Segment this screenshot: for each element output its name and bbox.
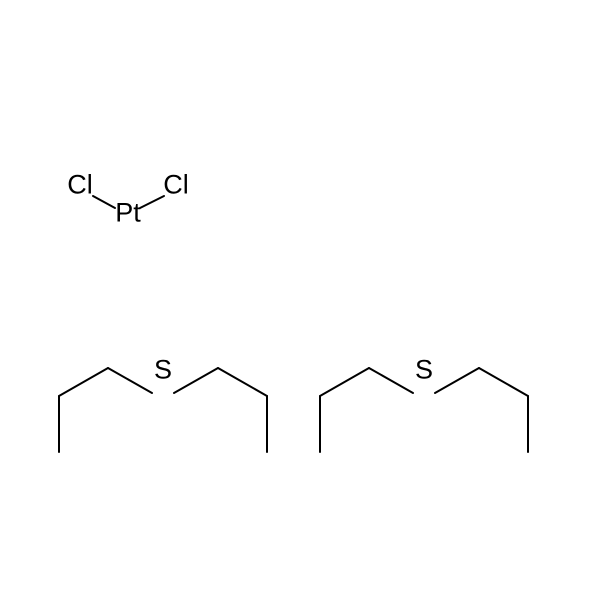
atom-label: Pt <box>115 200 141 227</box>
atom-label: S <box>154 357 172 384</box>
atom-label: Cl <box>67 172 93 199</box>
atom-label: Cl <box>163 172 189 199</box>
atom-label: S <box>415 357 433 384</box>
molecule-diagram: Cl Cl Pt S S <box>0 0 600 600</box>
bond-layer <box>0 0 600 600</box>
